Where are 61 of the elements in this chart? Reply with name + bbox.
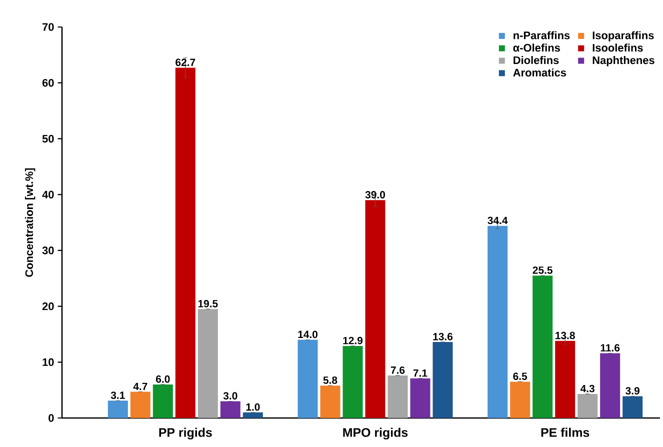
data-label: 25.5 <box>532 266 552 274</box>
y-tick-label: 70 <box>42 23 54 31</box>
bar <box>510 382 530 418</box>
data-label: 11.6 <box>600 344 620 352</box>
bar <box>130 392 150 418</box>
data-label: 5.8 <box>323 376 338 384</box>
x-tick-label: PE films <box>541 428 590 437</box>
data-label: 7.6 <box>390 366 405 374</box>
y-tick-label: 30 <box>42 246 54 254</box>
bar <box>388 376 408 418</box>
data-label: 62.7 <box>176 58 196 66</box>
legend-label: Aromatics <box>513 68 566 76</box>
bar <box>410 378 430 418</box>
bar <box>175 68 196 418</box>
bar <box>108 400 128 418</box>
data-label: 6.5 <box>513 372 528 380</box>
data-label: 14.0 <box>298 330 318 338</box>
y-tick-label: 50 <box>42 134 54 143</box>
bar <box>488 226 508 418</box>
legend-label: Diolefins <box>514 56 559 64</box>
bar <box>532 276 553 418</box>
legend-label: Naphthenes <box>592 56 654 66</box>
legend-label: Isoolefins <box>592 44 643 52</box>
bar <box>152 384 173 418</box>
y-tick-label: 20 <box>42 302 54 310</box>
bar <box>622 396 643 418</box>
bar <box>298 340 318 418</box>
data-label: 13.6 <box>433 332 453 340</box>
y-axis-title: Concentration [wt.%] <box>24 168 36 277</box>
data-label: 3.9 <box>626 387 640 395</box>
legend-label: α-Olefins <box>513 44 560 52</box>
y-tick-label: 40 <box>42 190 54 198</box>
data-label: 6.0 <box>156 375 170 383</box>
bar <box>342 346 363 418</box>
data-label: 1.0 <box>246 403 260 411</box>
legend-label: n-Paraffins <box>514 31 570 40</box>
bar <box>432 342 453 418</box>
data-label: 7.1 <box>413 369 428 377</box>
data-label: 34.4 <box>488 216 508 224</box>
y-tick-label: 60 <box>42 78 54 87</box>
data-label: 39.0 <box>365 191 385 198</box>
bar <box>242 412 263 418</box>
x-tick-label: MPO rigids <box>343 428 408 440</box>
data-label: 4.7 <box>133 382 148 390</box>
bar <box>555 340 576 418</box>
data-label: 13.8 <box>556 332 575 340</box>
bar <box>600 353 620 418</box>
bar <box>578 394 598 418</box>
data-label: 19.5 <box>198 300 218 308</box>
data-label: 3.0 <box>223 392 238 400</box>
bar <box>220 401 240 418</box>
data-label: 3.1 <box>110 392 125 399</box>
data-label: 12.9 <box>343 336 363 344</box>
x-tick-label: PP rigids <box>159 428 212 440</box>
bar <box>365 200 386 418</box>
legend-label: Isoparaffins <box>592 31 654 42</box>
y-tick-label: 10 <box>42 358 54 366</box>
data-label: 4.3 <box>580 384 594 392</box>
bar <box>198 309 218 418</box>
y-tick-label: 0 <box>48 414 54 422</box>
bar <box>320 386 340 418</box>
